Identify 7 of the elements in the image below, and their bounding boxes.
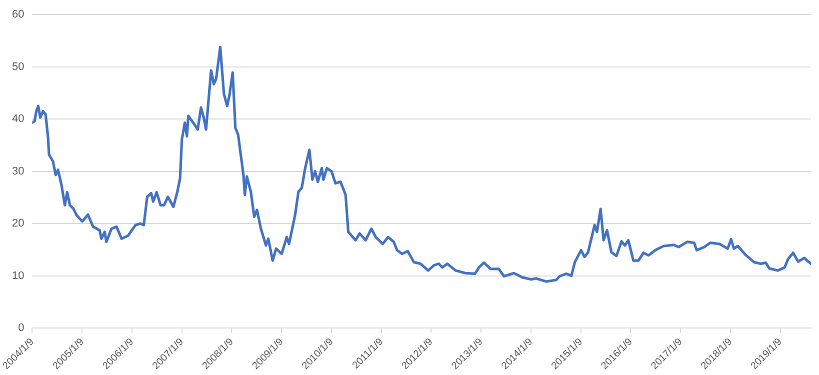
y-tick-label: 30 (12, 165, 24, 178)
y-tick-label: 40 (12, 113, 24, 126)
y-tick-label: 10 (12, 270, 24, 282)
y-tick-label: 50 (12, 60, 24, 73)
y-tick-label: 60 (12, 8, 24, 21)
y-tick-label: 20 (12, 218, 24, 230)
y-tick-label: 0 (18, 322, 24, 334)
